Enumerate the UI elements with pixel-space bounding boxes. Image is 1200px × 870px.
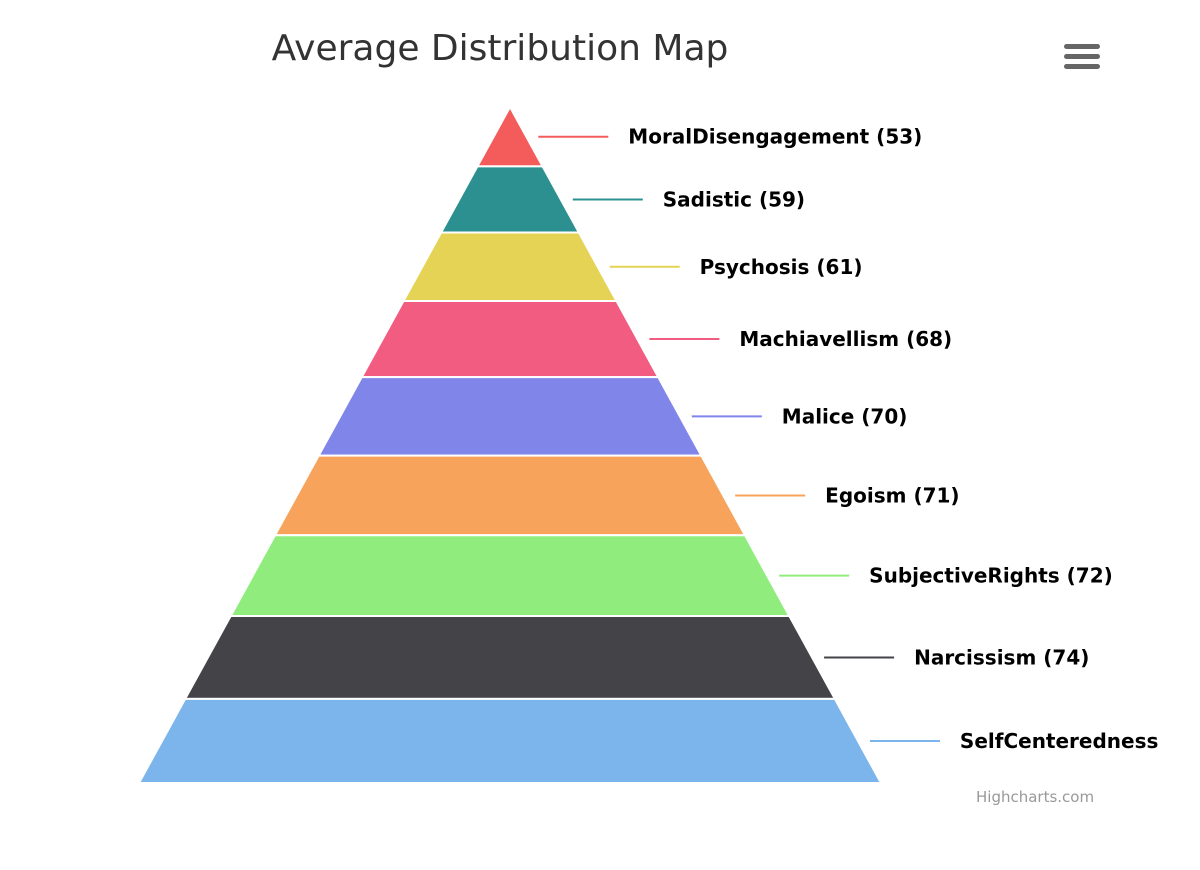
- data-label-machiavellism: Machiavellism (68): [739, 327, 952, 351]
- data-label-subjectiverights: SubjectiveRights (72): [869, 564, 1113, 588]
- data-label-psychosis: Psychosis (61): [700, 255, 863, 279]
- credits-link[interactable]: Highcharts.com: [976, 788, 1095, 806]
- pyramid-segments: [137, 104, 883, 784]
- label-connectors: [538, 135, 940, 742]
- pyramid-segment-malice[interactable]: [316, 376, 704, 457]
- hamburger-menu-icon: [1064, 44, 1100, 49]
- chart-title: Average Distribution Map: [271, 28, 729, 69]
- data-label-narcissism: Narcissism (74): [914, 645, 1089, 669]
- hamburger-menu-icon-bar: [1064, 54, 1100, 59]
- data-label-egoism: Egoism (71): [825, 483, 959, 507]
- hamburger-menu-icon-bar: [1064, 64, 1100, 69]
- data-label-selfcenteredness: SelfCenteredness: [960, 729, 1159, 753]
- pyramid-segment-sadistic[interactable]: [439, 165, 581, 234]
- pyramid-segment-egoism[interactable]: [273, 454, 747, 537]
- pyramid-segment-psychosis[interactable]: [401, 231, 619, 302]
- pyramid-segment-subjectiverights[interactable]: [228, 534, 792, 617]
- data-label-malice: Malice (70): [782, 404, 908, 428]
- data-label-sadistic: Sadistic (59): [663, 187, 805, 211]
- data-label-moraldisengagement: MoralDisengagement (53): [628, 125, 922, 149]
- context-menu-button[interactable]: [1060, 40, 1104, 74]
- pyramid-segment-narcissism[interactable]: [183, 614, 837, 700]
- data-labels: MoralDisengagement (53) Sadistic (59) Psyc…: [628, 125, 1158, 753]
- pyramid-segment-machiavellism[interactable]: [360, 299, 660, 379]
- pyramid-segment-selfcenteredness[interactable]: [137, 697, 883, 784]
- pyramid-segment-moraldisengagement[interactable]: [475, 104, 545, 168]
